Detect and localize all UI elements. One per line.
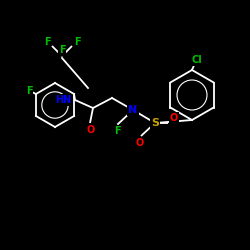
- Text: N: N: [128, 105, 138, 115]
- Text: F: F: [44, 37, 50, 47]
- Text: S: S: [151, 118, 159, 128]
- Text: F: F: [74, 37, 80, 47]
- Text: O: O: [170, 113, 178, 123]
- Text: F: F: [26, 86, 32, 96]
- Text: F: F: [114, 126, 120, 136]
- Text: Cl: Cl: [192, 55, 202, 65]
- Text: HN: HN: [55, 95, 71, 105]
- Text: O: O: [87, 125, 95, 135]
- Text: F: F: [59, 45, 65, 55]
- Text: O: O: [136, 138, 144, 148]
